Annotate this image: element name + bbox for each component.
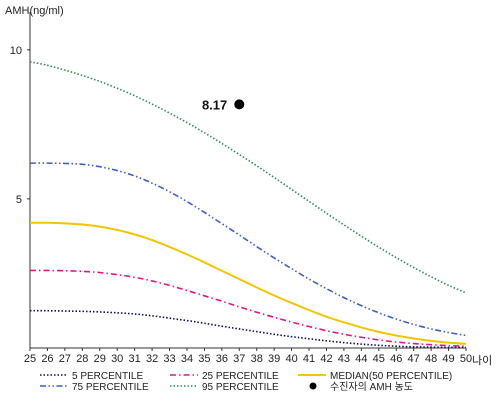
- legend-marker-label: 수진자의 AMH 농도: [330, 381, 413, 393]
- x-tick-label: 27: [59, 353, 71, 365]
- x-tick-label: 31: [129, 353, 141, 365]
- x-tick-label: 35: [198, 353, 210, 365]
- series-line-5-percentile: [29, 309, 467, 349]
- x-tick-label: 49: [442, 353, 454, 365]
- x-tick-label: 25: [24, 353, 36, 365]
- x-tick-label: 42: [320, 353, 332, 365]
- x-tick-label: 44: [355, 353, 367, 365]
- series-line-95-percentile: [29, 60, 467, 294]
- series-line-median-50-percentile: [29, 221, 467, 345]
- x-tick-label: 40: [285, 353, 297, 365]
- series-line-25-percentile: [29, 269, 467, 348]
- patient-marker: 8.17: [202, 97, 245, 112]
- y-tick-label: 10: [10, 45, 22, 57]
- series-line-75-percentile: [29, 162, 467, 337]
- x-tick-label: 47: [408, 353, 420, 365]
- legend-marker-swatch: [309, 382, 317, 390]
- x-tick-label: 29: [94, 353, 106, 365]
- x-tick-label: 41: [303, 353, 315, 365]
- legend-label: 75 PERCENTILE: [72, 382, 149, 393]
- x-tick-label: 38: [251, 353, 263, 365]
- series-lines: [29, 60, 467, 349]
- legend-label: 25 PERCENTILE: [202, 371, 279, 382]
- x-tick-label: 30: [111, 353, 123, 365]
- x-tick-label: 46: [390, 353, 402, 365]
- x-tick-label: 39: [268, 353, 280, 365]
- y-axis-title: AMH(ng/ml): [5, 5, 64, 17]
- y-tick-label: 5: [16, 194, 22, 206]
- x-tick-label: 34: [181, 353, 193, 365]
- x-tick-label: 37: [233, 353, 245, 365]
- x-tick-label: 33: [163, 353, 175, 365]
- x-tick-label: 50: [460, 353, 472, 365]
- x-tick-label: 43: [338, 353, 350, 365]
- legend-label: MEDIAN(50 PERCENTILE): [330, 371, 452, 382]
- x-tick-label: 48: [425, 353, 437, 365]
- x-tick-label: 28: [76, 353, 88, 365]
- x-axis-title: 나이: [472, 354, 492, 367]
- legend-label: 95 PERCENTILE: [202, 382, 279, 393]
- axes: AMH(ng/ml) 나이 5 10 25 26 27 28 29 30 31 32 33 34 35 36 3…: [5, 5, 492, 367]
- patient-amh-value-label: 8.17: [202, 97, 227, 112]
- patient-amh-point: [234, 99, 245, 110]
- x-tick-label: 26: [41, 353, 53, 365]
- legend-label: 5 PERCENTILE: [72, 371, 143, 382]
- x-tick-label: 32: [146, 353, 158, 365]
- x-tick-label: 36: [216, 353, 228, 365]
- x-tick-label: 45: [373, 353, 385, 365]
